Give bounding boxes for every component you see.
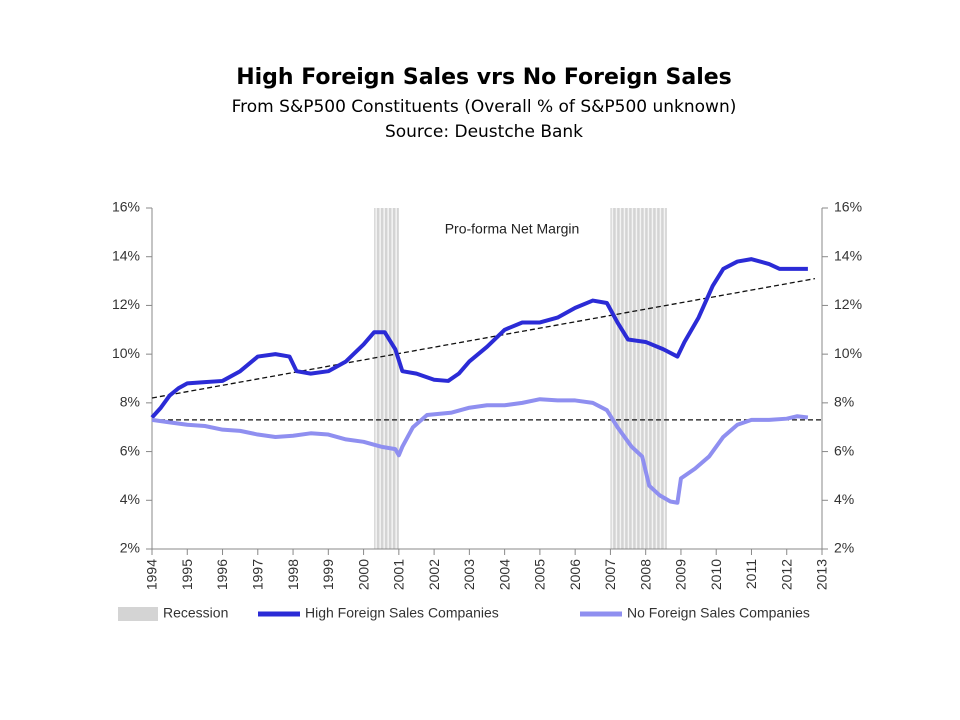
x-tick-label: 2002 bbox=[426, 559, 442, 590]
y-tick-label: 10% bbox=[112, 345, 140, 361]
y-tick-label: 14% bbox=[112, 247, 140, 263]
x-tick-label: 2000 bbox=[355, 559, 371, 590]
y-tick-label: 16% bbox=[112, 199, 140, 215]
x-tick-label: 2008 bbox=[637, 559, 653, 590]
y-tick-label: 6% bbox=[120, 442, 140, 458]
recession-band bbox=[610, 208, 667, 549]
x-tick-label: 2013 bbox=[814, 559, 830, 590]
y-tick-label: 2% bbox=[120, 540, 140, 556]
legend-label: Recession bbox=[163, 605, 228, 621]
y-tick-label: 8% bbox=[120, 394, 140, 410]
x-tick-label: 1998 bbox=[285, 559, 301, 590]
series-line bbox=[151, 397, 809, 505]
y2-tick-label: 12% bbox=[834, 296, 862, 312]
x-tick-label: 2012 bbox=[778, 559, 794, 590]
y2-tick-label: 16% bbox=[834, 199, 862, 215]
x-tick-label: 2003 bbox=[461, 559, 477, 590]
legend-label: High Foreign Sales Companies bbox=[305, 605, 499, 621]
x-tick-label: 1994 bbox=[144, 559, 160, 590]
recession-band bbox=[374, 208, 399, 549]
x-tick-label: 2001 bbox=[391, 559, 407, 590]
x-tick-label: 2010 bbox=[708, 559, 724, 590]
y2-tick-label: 2% bbox=[834, 540, 854, 556]
series-line bbox=[150, 257, 808, 419]
y-tick-label: 12% bbox=[112, 296, 140, 312]
x-tick-label: 2006 bbox=[567, 559, 583, 590]
chart-subtitle: From S&P500 Constituents (Overall % of S… bbox=[232, 97, 737, 117]
x-tick-label: 2011 bbox=[743, 559, 759, 589]
x-tick-label: 2005 bbox=[532, 559, 548, 590]
chart-title: High Foreign Sales vrs No Foreign Sales bbox=[236, 65, 732, 90]
annotation: Pro-forma Net Margin bbox=[445, 221, 580, 237]
chart-source: Source: Deustche Bank bbox=[385, 122, 583, 142]
y-tick-label: 4% bbox=[120, 491, 140, 507]
trend-line bbox=[151, 277, 816, 399]
legend-swatch bbox=[118, 607, 158, 621]
legend-label: No Foreign Sales Companies bbox=[627, 605, 810, 621]
y2-tick-label: 14% bbox=[834, 247, 862, 263]
y2-tick-label: 6% bbox=[834, 442, 854, 458]
y2-tick-label: 10% bbox=[834, 345, 862, 361]
x-tick-label: 2009 bbox=[673, 559, 689, 590]
x-tick-label: 1995 bbox=[179, 559, 195, 590]
x-tick-label: 1997 bbox=[249, 559, 265, 590]
x-tick-label: 1996 bbox=[214, 559, 230, 590]
x-tick-label: 2007 bbox=[602, 559, 618, 590]
x-tick-label: 1999 bbox=[320, 559, 336, 590]
y2-tick-label: 4% bbox=[834, 491, 854, 507]
x-tick-label: 2004 bbox=[496, 559, 512, 590]
y2-tick-label: 8% bbox=[834, 394, 854, 410]
